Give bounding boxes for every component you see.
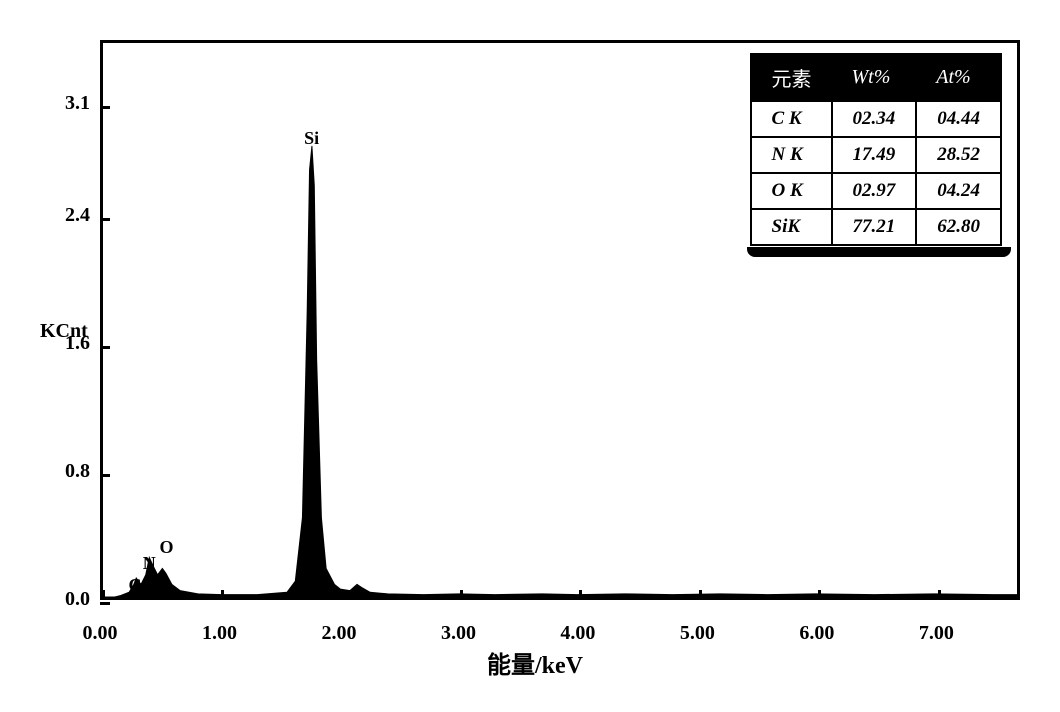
peak-label-o: O [160,537,174,558]
x-tick-mark [579,590,582,600]
table-cell: C K [751,101,832,137]
table-row: N K17.4928.52 [751,137,1002,173]
x-tick-label: 6.00 [799,622,834,645]
y-tick-label: 1.6 [50,332,90,355]
table-cell: O K [751,173,832,209]
table-row: SiK77.2162.80 [751,209,1002,245]
y-tick-mark [100,106,110,109]
y-tick-label: 0.0 [50,588,90,611]
plot-area: 元素 Wt% At% C K02.3404.44N K17.4928.52O K… [100,40,1020,600]
y-tick-mark [100,474,110,477]
table-cell: 28.52 [916,137,1001,173]
x-tick-mark [938,590,941,600]
x-tick-label: 7.00 [919,622,954,645]
y-tick-mark [100,218,110,221]
table-cell: N K [751,137,832,173]
y-tick-label: 0.8 [50,460,90,483]
x-tick-label: 5.00 [680,622,715,645]
x-axis-label: 能量/keV [487,645,583,680]
x-tick-label: 2.00 [321,622,356,645]
element-composition-table: 元素 Wt% At% C K02.3404.44N K17.4928.52O K… [750,53,1003,246]
col-element: 元素 [751,54,832,101]
y-tick-label: 2.4 [50,204,90,227]
table-cell: 77.21 [832,209,917,245]
peak-label-n: N [143,553,156,574]
peak-label-c: C [128,575,141,596]
x-tick-label: 1.00 [202,622,237,645]
x-tick-mark [102,590,105,600]
x-tick-mark [340,590,343,600]
x-tick-mark [460,590,463,600]
y-tick-mark [100,346,110,349]
col-wt: Wt% [832,54,917,101]
x-tick-mark [221,590,224,600]
x-tick-label: 4.00 [560,622,595,645]
table-row: O K02.9704.24 [751,173,1002,209]
x-tick-label: 3.00 [441,622,476,645]
y-tick-mark [100,602,110,605]
table-cell: 62.80 [916,209,1001,245]
table-cell: 04.44 [916,101,1001,137]
table-cell: SiK [751,209,832,245]
col-at: At% [916,54,1001,101]
table-cell: 04.24 [916,173,1001,209]
eds-spectrum-chart: KCnt 元素 Wt% At% C K02.3404.44N K17.4928.… [40,40,1030,680]
x-tick-mark [699,590,702,600]
table-cell: 02.34 [832,101,917,137]
table-cell: 17.49 [832,137,917,173]
table-bottom-bar [747,247,1012,257]
x-tick-mark [818,590,821,600]
table-row: C K02.3404.44 [751,101,1002,137]
table-header-row: 元素 Wt% At% [751,54,1002,101]
y-tick-label: 3.1 [50,92,90,115]
x-tick-label: 0.00 [83,622,118,645]
table-cell: 02.97 [832,173,917,209]
peak-label-si: Si [304,128,319,149]
